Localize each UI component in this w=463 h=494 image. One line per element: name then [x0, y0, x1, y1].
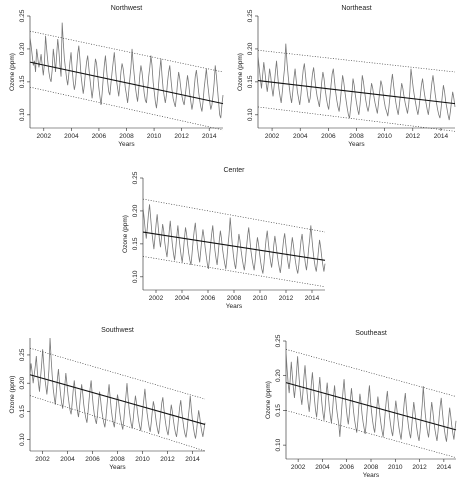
northwest-x-axis-label: Years: [118, 141, 135, 148]
southwest-x-axis-label: Years: [109, 464, 126, 471]
southeast-x-axis-label: Years: [363, 472, 380, 479]
northwest-x-tick-label: 2002: [37, 133, 52, 140]
southwest-x-tick-label: 2002: [35, 456, 50, 463]
southeast-ozone-series: [285, 351, 457, 442]
southwest-y-tick-label: 0.15: [19, 405, 26, 418]
northwest-x-tick-label: 2008: [119, 133, 134, 140]
southwest-y-tick-label: 0.20: [19, 376, 26, 389]
northeast-x-tick-label: 2006: [321, 133, 336, 140]
northeast-upper-band: [257, 49, 456, 73]
northwest-y-tick-label: 0.15: [19, 75, 26, 88]
northwest-x-tick-label: 2014: [202, 133, 217, 140]
northeast-ozone-series: [257, 43, 456, 121]
center-x-tick-label: 2010: [253, 295, 268, 302]
northwest-y-tick-label: 0.25: [19, 9, 26, 22]
southeast-y-tick-label: 0.25: [275, 334, 282, 347]
southeast-x-tick-label: 2012: [412, 464, 427, 471]
northwest-lower-band: [29, 86, 224, 131]
southeast-x-tick-label: 2004: [315, 464, 330, 471]
center-trend-line: [142, 231, 326, 261]
panel-southeast: Southeast 2002 2004 2006 2008 2010 2012 2014 0.1…: [265, 330, 457, 479]
northwest-y-axis-label: Ozone (ppm): [9, 53, 16, 91]
center-x-tick-label: 2008: [227, 295, 242, 302]
center-x-axis-label: Years: [226, 303, 243, 310]
southeast-y-tick-label: 0.15: [275, 404, 282, 417]
southwest-x-tick-label: 2010: [135, 456, 150, 463]
northeast-y-tick-label: 0.25: [247, 9, 254, 22]
center-y-tick-label: 0.25: [132, 171, 139, 184]
panel-northwest: Northwest 2002 2004 2006 2008 2010 2012 2014 0.1…: [9, 5, 224, 148]
center-y-tick-label: 0.15: [132, 237, 139, 250]
southeast-title: Southeast: [355, 330, 387, 337]
southeast-x-tick-label: 2014: [437, 464, 452, 471]
southeast-y-tick-label: 0.20: [275, 369, 282, 382]
northeast-x-tick-label: 2012: [406, 133, 421, 140]
southwest-x-tick-label: 2004: [60, 456, 75, 463]
northwest-title: Northwest: [111, 5, 143, 12]
southwest-y-tick-label: 0.10: [19, 433, 26, 446]
southwest-title: Southwest: [101, 327, 134, 334]
southeast-y-tick-label: 0.10: [275, 438, 282, 451]
southeast-trend-line: [285, 382, 457, 431]
northwest-y-tick-label: 0.20: [19, 42, 26, 55]
northeast-lower-band: [257, 106, 456, 132]
center-title: Center: [223, 167, 245, 174]
center-y-tick-label: 0.10: [132, 270, 139, 283]
panel-northeast: Northeast 2002 2004 2006 2008 2010 2012 2014 0.1…: [237, 5, 456, 148]
center-x-tick-label: 2002: [149, 295, 164, 302]
northeast-trend-line: [257, 80, 456, 105]
southwest-trend-line: [29, 374, 206, 425]
southwest-ozone-series: [29, 337, 206, 439]
southeast-y-axis-label: Ozone (ppm): [265, 381, 272, 419]
northeast-x-tick-label: 2004: [293, 133, 308, 140]
center-x-tick-label: 2004: [175, 295, 190, 302]
center-upper-band: [142, 198, 326, 233]
northwest-x-tick-label: 2012: [174, 133, 189, 140]
southwest-y-axis-label: Ozone (ppm): [9, 376, 16, 414]
southwest-x-tick-label: 2012: [160, 456, 175, 463]
panel-southwest: Southwest 2002 2004 2006 2008 2010 2012 2014 0.1…: [9, 327, 206, 471]
northwest-trend-line: [29, 61, 224, 105]
southeast-x-tick-label: 2002: [291, 464, 306, 471]
northwest-x-tick-label: 2004: [64, 133, 79, 140]
northeast-x-tick-label: 2008: [349, 133, 364, 140]
center-ozone-series: [142, 204, 326, 274]
southeast-x-tick-label: 2008: [364, 464, 379, 471]
northeast-x-tick-label: 2014: [434, 133, 449, 140]
southeast-lower-band: [285, 410, 457, 458]
center-x-tick-label: 2014: [305, 295, 320, 302]
southeast-x-tick-label: 2006: [339, 464, 354, 471]
northwest-ozone-series: [29, 22, 224, 119]
southwest-y-tick-label: 0.25: [19, 348, 26, 361]
northeast-x-tick-label: 2010: [377, 133, 392, 140]
center-y-tick-label: 0.20: [132, 204, 139, 217]
southwest-lower-band: [29, 395, 206, 452]
southeast-upper-band: [285, 349, 457, 397]
northeast-x-tick-label: 2002: [265, 133, 280, 140]
northeast-title: Northeast: [341, 5, 371, 12]
northeast-y-tick-label: 0.20: [247, 42, 254, 55]
center-x-tick-label: 2006: [201, 295, 216, 302]
northwest-x-tick-label: 2006: [92, 133, 107, 140]
northwest-x-tick-label: 2010: [147, 133, 162, 140]
southwest-x-tick-label: 2014: [185, 456, 200, 463]
southeast-x-tick-label: 2010: [388, 464, 403, 471]
southwest-x-tick-label: 2008: [110, 456, 125, 463]
northeast-x-axis-label: Years: [348, 141, 365, 148]
northeast-y-tick-label: 0.15: [247, 75, 254, 88]
southwest-x-tick-label: 2006: [85, 456, 100, 463]
northwest-y-tick-label: 0.10: [19, 108, 26, 121]
center-x-tick-label: 2012: [279, 295, 294, 302]
center-y-axis-label: Ozone (ppm): [122, 215, 129, 253]
northwest-upper-band: [29, 30, 224, 73]
center-lower-band: [142, 256, 326, 288]
panel-center: Center 2002 2004 2006 2008 2010 2012 2014 0.10 0.…: [122, 167, 326, 310]
southwest-upper-band: [29, 347, 206, 400]
northeast-y-axis-label: Ozone (ppm): [237, 53, 244, 91]
northeast-y-tick-label: 0.10: [247, 108, 254, 121]
